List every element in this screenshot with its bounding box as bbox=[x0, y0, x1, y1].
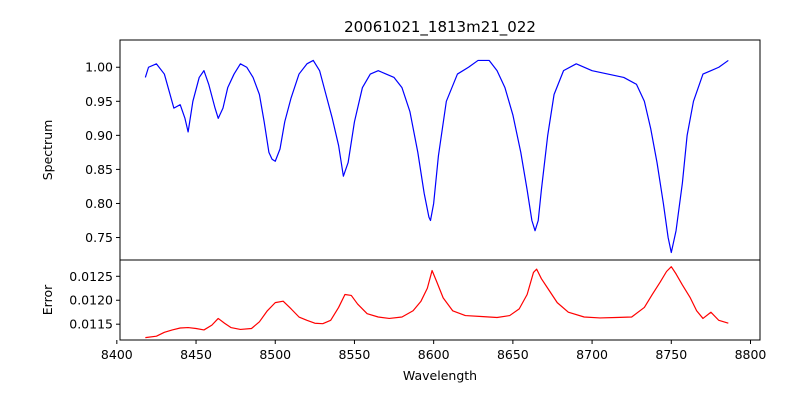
error-axes-frame bbox=[119, 259, 761, 341]
spectrum-y-label: Spectrum bbox=[40, 120, 55, 181]
error-line bbox=[145, 266, 729, 339]
spectrum-y-ticks: 0.75 0.80 0.85 0.90 0.95 1.00 bbox=[85, 60, 120, 245]
error-y-tick-label: 0.0120 bbox=[69, 293, 113, 308]
x-tick-label: 8700 bbox=[576, 347, 608, 362]
x-tick-label: 8750 bbox=[655, 347, 687, 362]
spectrum-y-tick-label: 0.80 bbox=[85, 196, 113, 211]
spectrum-y-tick-label: 0.95 bbox=[85, 94, 113, 109]
spectrum-y-tick-label: 0.75 bbox=[85, 230, 113, 245]
spectrum-line bbox=[144, 59, 729, 254]
error-y-tick-label: 0.0125 bbox=[69, 269, 113, 284]
spectrum-y-tick-label: 0.85 bbox=[85, 162, 113, 177]
x-axis-label: Wavelength bbox=[403, 368, 477, 383]
x-tick-label: 8600 bbox=[418, 347, 450, 362]
x-tick-label: 8800 bbox=[735, 347, 767, 362]
error-y-ticks: 0.0115 0.0120 0.0125 bbox=[69, 269, 120, 332]
error-x-ticks: 8400 8450 8500 8550 8600 8650 8700 8750 8800 bbox=[101, 340, 767, 362]
x-tick-label: 8550 bbox=[339, 347, 371, 362]
x-tick-label: 8500 bbox=[259, 347, 291, 362]
spectrum-y-tick-label: 0.90 bbox=[85, 128, 113, 143]
error-y-tick-label: 0.0115 bbox=[69, 317, 113, 332]
x-tick-label: 8400 bbox=[101, 347, 133, 362]
spectrum-y-tick-label: 1.00 bbox=[85, 60, 113, 75]
x-tick-label: 8650 bbox=[497, 347, 529, 362]
x-tick-label: 8450 bbox=[180, 347, 212, 362]
spectrum-panel: 0.75 0.80 0.85 0.90 0.95 1.00 Spectrum bbox=[40, 39, 761, 261]
error-y-label: Error bbox=[40, 284, 55, 315]
chart-title: 20061021_1813m21_022 bbox=[344, 18, 536, 37]
